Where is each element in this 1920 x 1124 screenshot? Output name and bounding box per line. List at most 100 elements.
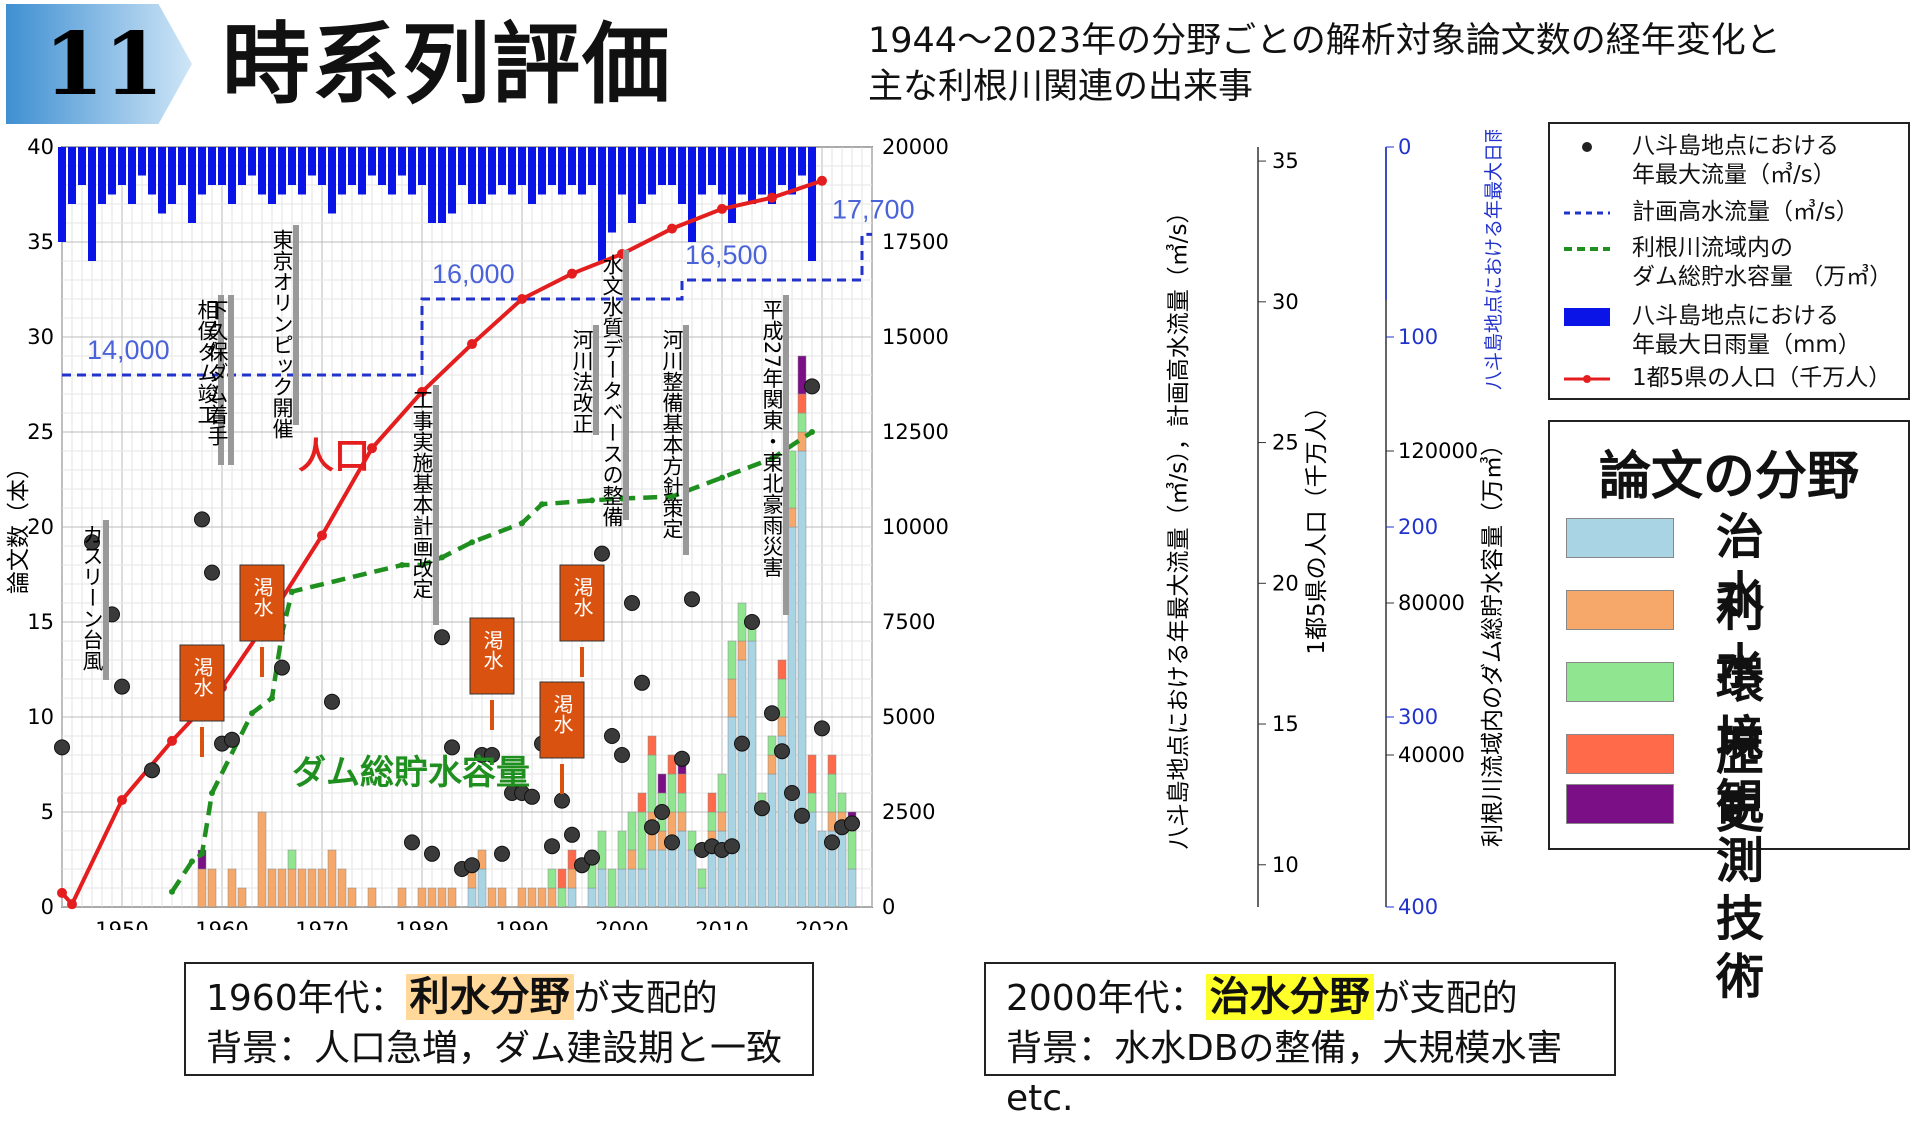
event-label: 河川法改正 (570, 329, 594, 434)
field-bar-water_use (447, 887, 457, 908)
population-point (717, 203, 727, 214)
environment-swatch (1566, 662, 1674, 702)
rain-bar (458, 147, 466, 185)
rain-bar (708, 147, 716, 185)
discharge-axis-tick: 17500 (882, 230, 949, 254)
field-bar-water_use (517, 887, 527, 908)
field-bar-flood (737, 659, 747, 908)
left-axis-tick: 30 (27, 325, 54, 349)
field-bar-history (677, 773, 687, 794)
field-bar-flood (787, 526, 797, 908)
rain-bar (418, 147, 426, 185)
population-point (67, 899, 77, 910)
field-bar-history (647, 735, 657, 756)
rain-bar (648, 147, 656, 195)
planned-discharge-label: 17,700 (832, 194, 915, 224)
discharge-point (644, 819, 660, 836)
history-swatch (1566, 734, 1674, 774)
field-bar-water_use (397, 887, 407, 908)
field-bar-flood (757, 811, 767, 908)
rain-bar (258, 147, 266, 195)
dam-point (809, 429, 815, 435)
field-bar-water_use (567, 868, 577, 889)
left-axis-tick: 20 (27, 515, 54, 539)
discharge-point (584, 849, 600, 866)
legend-dot-symbol (1582, 142, 1592, 152)
discharge-point (634, 674, 650, 691)
field-bar-water_use (267, 868, 277, 908)
discharge-point (544, 838, 560, 855)
discharge-point (614, 747, 630, 763)
rain-bar (808, 147, 816, 261)
x-axis-tick: 2000 (595, 918, 648, 930)
left-axis-tick: 35 (27, 230, 54, 254)
left-axis-tick: 40 (27, 135, 54, 159)
discharge-point (794, 807, 810, 824)
discharge-point (144, 762, 160, 779)
discharge-axis-tick: 12500 (882, 420, 949, 444)
discharge-axis-tick: 20000 (882, 135, 949, 159)
field-bar-history (707, 792, 717, 813)
field-bar-water_use (787, 507, 797, 528)
water-use-swatch (1566, 590, 1674, 630)
event-marker (783, 295, 789, 615)
field-bar-water_use (367, 887, 377, 908)
rain-bar (488, 147, 496, 195)
discharge-axis-tick: 7500 (882, 610, 935, 634)
field-legend: 論文の分野 治水 利水 環境 歴史 観測技術 (1548, 420, 1910, 1005)
discharge-point (494, 845, 510, 862)
dam-point (289, 588, 295, 595)
discharge-axis-label: 八斗島地点における年最大流量（㎥/s），計画高水流量（㎥/s） (1165, 201, 1192, 850)
event-marker (103, 520, 109, 680)
drought-label: 渇水 (480, 630, 504, 670)
rain-bar (728, 147, 736, 223)
series-legend: 八斗島地点における 年最大流量（㎥/s） 計画高水流量（㎥/s） 利根川流域内のダ… (1548, 122, 1910, 400)
field-bar-water_use (487, 887, 497, 908)
dam-axis-tick: 40000 (1398, 743, 1465, 767)
discharge-point (434, 629, 450, 646)
field-bar-water_use (277, 868, 287, 908)
field-bar-flood (637, 868, 647, 908)
rain-bar (358, 147, 366, 195)
discharge-axis-tick: 10000 (882, 515, 949, 539)
left-axis-label: 論文数（本） (6, 456, 32, 594)
rain-bar (308, 147, 316, 176)
rain-bar (248, 147, 256, 176)
rain-axis-tick: 300 (1398, 705, 1438, 729)
field-bar-flood (767, 773, 777, 908)
field-bar-environment (687, 830, 697, 851)
event-label: 水文水質データベースの整備 (600, 254, 624, 527)
event-label: 工事実施基本計画改定 (410, 389, 434, 599)
field-legend-title: 論文の分野 (1598, 447, 1859, 507)
timeseries-chart: 14,000 16,000 16,500 17,700 カスリーン台風 相俣ダム竣工下久保… (6, 130, 1506, 930)
discharge-point (844, 815, 860, 832)
event-label: 平成27年関東・東北豪雨災害 (760, 299, 784, 578)
flood-swatch (1566, 518, 1674, 558)
event-marker (623, 250, 629, 520)
rain-bar (568, 147, 576, 185)
field-bar-environment (807, 792, 817, 813)
dam-point (589, 497, 595, 504)
discharge-point (524, 788, 540, 805)
drought-box (559, 564, 605, 642)
dam-point (469, 539, 475, 546)
planned-discharge-label: 16,500 (685, 240, 768, 270)
field-bar-environment (787, 450, 797, 509)
rain-axis-tick: 0 (1398, 135, 1411, 159)
rain-bar (98, 147, 106, 204)
discharge-point (324, 693, 340, 710)
dam-point (269, 695, 275, 701)
drought-label: 渇水 (570, 577, 594, 617)
discharge-point (424, 845, 440, 862)
field-bar-flood (687, 849, 697, 908)
rain-bar (588, 147, 596, 185)
discharge-point (784, 785, 800, 801)
discharge-point (404, 834, 420, 851)
field-bar-water_use (547, 887, 557, 908)
rain-bar (318, 147, 326, 185)
field-bar-observation (797, 355, 807, 395)
event-label: 相俣ダム竣工 (195, 299, 219, 425)
rain-bar (498, 147, 506, 185)
field-bar-flood (797, 450, 807, 908)
field-bar-flood (847, 868, 857, 908)
